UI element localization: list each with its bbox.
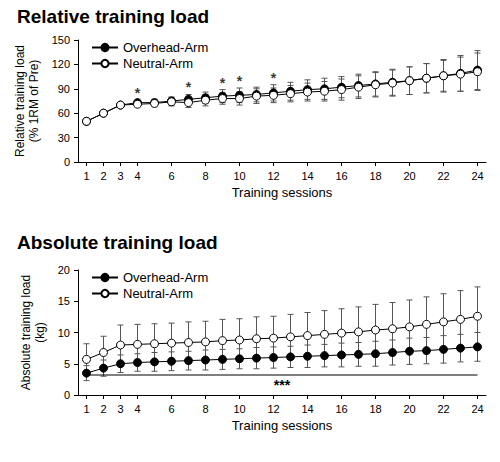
- svg-text:Training sessions: Training sessions: [232, 185, 333, 200]
- svg-text:(kg): (kg): [33, 322, 47, 343]
- svg-text:1: 1: [83, 403, 89, 415]
- svg-text:12: 12: [267, 170, 279, 182]
- svg-text:Neutral-Arm: Neutral-Arm: [123, 56, 193, 71]
- svg-text:120: 120: [52, 58, 70, 70]
- svg-text:20: 20: [58, 264, 70, 276]
- svg-text:5: 5: [64, 358, 70, 370]
- svg-text:Overhead-Arm: Overhead-Arm: [123, 270, 208, 285]
- svg-text:***: ***: [274, 377, 291, 393]
- svg-text:150: 150: [52, 34, 70, 46]
- svg-text:*: *: [186, 79, 192, 95]
- svg-text:Relative training load: Relative training load: [13, 45, 27, 157]
- svg-text:15: 15: [58, 295, 70, 307]
- svg-text:90: 90: [58, 83, 70, 95]
- svg-text:18: 18: [369, 403, 381, 415]
- svg-text:12: 12: [267, 403, 279, 415]
- svg-text:3: 3: [117, 170, 123, 182]
- svg-text:18: 18: [369, 170, 381, 182]
- svg-text:10: 10: [58, 327, 70, 339]
- svg-text:4: 4: [134, 170, 140, 182]
- svg-text:3: 3: [117, 403, 123, 415]
- svg-text:14: 14: [301, 170, 313, 182]
- svg-text:20: 20: [403, 170, 415, 182]
- svg-text:8: 8: [202, 170, 208, 182]
- svg-text:Absolute training load: Absolute training load: [17, 232, 218, 253]
- svg-text:*: *: [220, 75, 226, 91]
- svg-text:10: 10: [233, 170, 245, 182]
- svg-text:*: *: [135, 85, 141, 101]
- svg-text:10: 10: [233, 403, 245, 415]
- svg-text:24: 24: [471, 170, 483, 182]
- svg-text:(% 1RM of Pre): (% 1RM of Pre): [27, 60, 41, 143]
- svg-text:Overhead-Arm: Overhead-Arm: [123, 40, 208, 55]
- svg-text:20: 20: [403, 403, 415, 415]
- svg-text:Neutral-Arm: Neutral-Arm: [123, 286, 193, 301]
- svg-text:22: 22: [437, 403, 449, 415]
- svg-text:6: 6: [168, 170, 174, 182]
- svg-text:Relative training load: Relative training load: [17, 6, 209, 27]
- svg-text:0: 0: [64, 156, 70, 168]
- svg-text:30: 30: [58, 132, 70, 144]
- svg-text:4: 4: [134, 403, 140, 415]
- svg-text:*: *: [271, 70, 277, 86]
- svg-text:2: 2: [100, 170, 106, 182]
- svg-text:2: 2: [100, 403, 106, 415]
- svg-text:6: 6: [168, 403, 174, 415]
- svg-text:0: 0: [64, 389, 70, 401]
- svg-text:16: 16: [335, 403, 347, 415]
- svg-text:14: 14: [301, 403, 313, 415]
- svg-text:16: 16: [335, 170, 347, 182]
- svg-text:*: *: [237, 73, 243, 89]
- svg-text:Training sessions: Training sessions: [232, 418, 333, 433]
- svg-text:Absolute training load: Absolute training load: [19, 275, 33, 390]
- svg-text:60: 60: [58, 107, 70, 119]
- svg-text:24: 24: [471, 403, 483, 415]
- svg-text:8: 8: [202, 403, 208, 415]
- svg-text:1: 1: [83, 170, 89, 182]
- svg-text:22: 22: [437, 170, 449, 182]
